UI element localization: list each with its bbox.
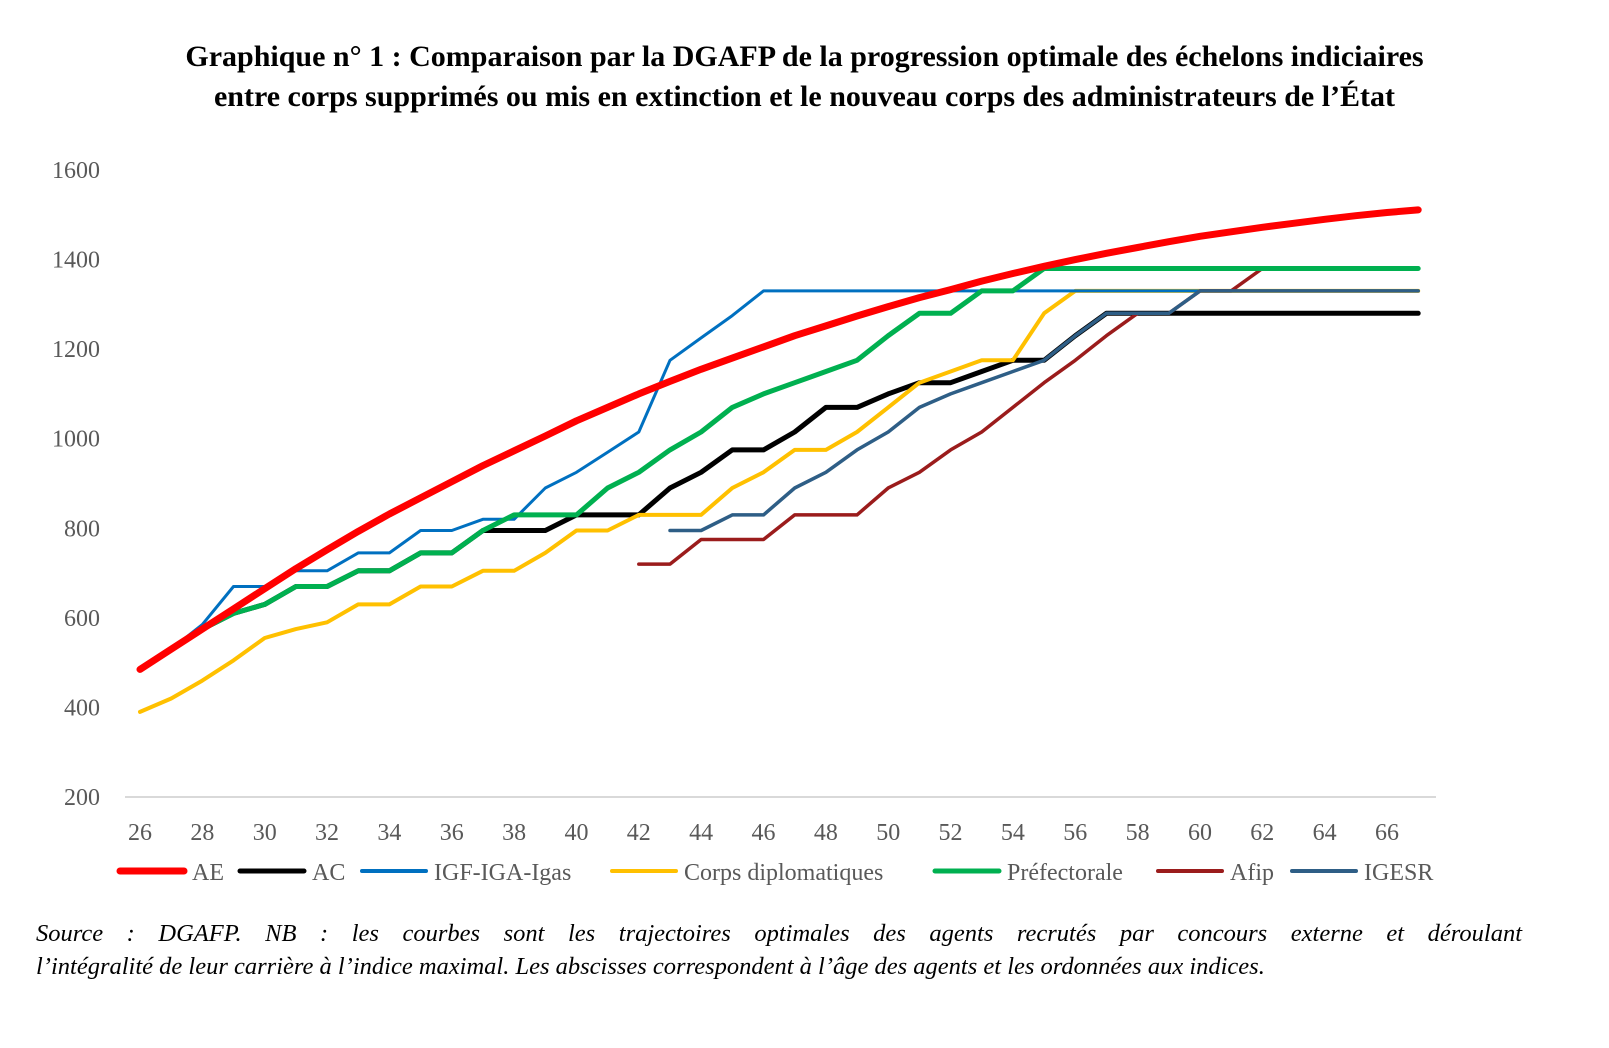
legend-item: AC <box>237 860 345 886</box>
series-line-igesr <box>668 289 1420 533</box>
x-tick-label: 50 <box>876 820 900 846</box>
x-tick-label: 66 <box>1375 820 1399 846</box>
x-tick-label: 28 <box>190 820 214 846</box>
x-tick-label: 48 <box>814 820 838 846</box>
x-axis-ticks: 26 28 30 32 34 36 38 40 42 44 46 48 50 52 54 56 58 60 62 64… <box>128 820 1399 846</box>
x-tick-label: 64 <box>1313 820 1337 846</box>
x-tick-label: 54 <box>1001 820 1025 846</box>
x-tick-label: 58 <box>1126 820 1150 846</box>
legend-label: AC <box>312 860 345 886</box>
x-tick-label: 56 <box>1063 820 1087 846</box>
x-tick-label: 46 <box>752 820 776 846</box>
legend-label: IGF-IGA-Igas <box>434 860 571 886</box>
y-axis-ticks: 200 400 600 800 1000 1200 1400 1600 <box>52 158 100 811</box>
y-tick-label: 1400 <box>52 248 100 274</box>
x-tick-label: 44 <box>689 820 713 846</box>
series-line-ac <box>137 310 1421 672</box>
y-tick-label: 600 <box>64 606 100 632</box>
legend: AE AC IGF-IGA-Igas Corps diplomatiques Préfe… <box>116 860 1433 886</box>
legend-item: Afip <box>1156 860 1274 886</box>
chart-title-line-1: Graphique n° 1 : Comparaison par la DGAF… <box>185 40 1424 73</box>
legend-label: Préfectorale <box>1007 860 1123 886</box>
series-line-ae <box>136 206 1422 673</box>
legend-item: Préfectorale <box>932 860 1123 886</box>
y-tick-label: 400 <box>64 695 100 721</box>
source-note-line-1: Source : DGAFP. NB : les courbes sont le… <box>36 920 1522 947</box>
legend-item: Corps diplomatiques <box>610 860 883 886</box>
x-tick-label: 32 <box>315 820 339 846</box>
x-tick-label: 40 <box>564 820 588 846</box>
y-tick-label: 1600 <box>52 158 100 184</box>
legend-item: AE <box>116 860 224 886</box>
legend-label: Afip <box>1230 860 1274 886</box>
chart-title-line-2: entre corps supprimés ou mis en extincti… <box>213 80 1396 113</box>
legend-label: IGESR <box>1364 860 1433 886</box>
x-tick-label: 52 <box>939 820 963 846</box>
source-note-line-2: l’intégralité de leur carrière à l’indic… <box>36 953 1265 980</box>
x-tick-label: 62 <box>1250 820 1274 846</box>
y-tick-label: 800 <box>64 516 100 542</box>
series-lines <box>136 206 1422 714</box>
y-tick-label: 200 <box>64 785 100 811</box>
x-tick-label: 42 <box>627 820 651 846</box>
series-line-pr-fectorale <box>137 266 1421 672</box>
x-tick-label: 60 <box>1188 820 1212 846</box>
legend-label: AE <box>192 860 224 886</box>
x-tick-label: 30 <box>253 820 277 846</box>
legend-item: IGESR <box>1290 860 1433 886</box>
x-tick-label: 34 <box>377 820 401 846</box>
x-tick-label: 38 <box>502 820 526 846</box>
legend-item: IGF-IGA-Igas <box>360 860 571 886</box>
y-tick-label: 1000 <box>52 427 100 453</box>
y-tick-label: 1200 <box>52 337 100 363</box>
x-tick-label: 36 <box>440 820 464 846</box>
legend-label: Corps diplomatiques <box>684 860 883 886</box>
series-line-igf-iga-igas <box>138 289 1420 671</box>
x-tick-label: 26 <box>128 820 152 846</box>
